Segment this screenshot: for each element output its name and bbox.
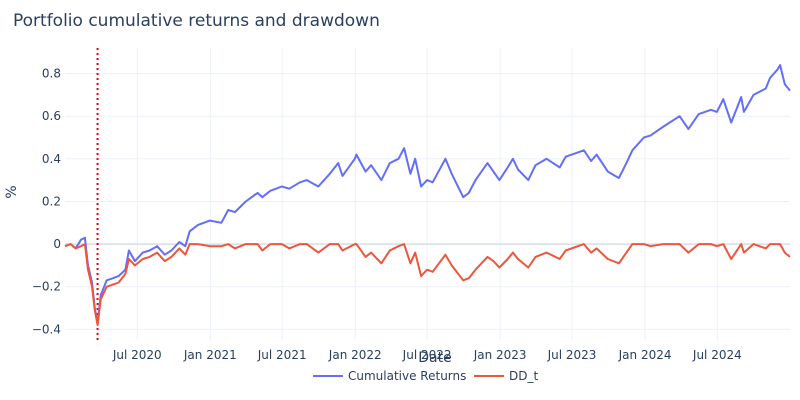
legend[interactable]: Cumulative Returns DD_t <box>313 369 538 383</box>
y-tick-label: 0 <box>53 237 61 251</box>
x-tick-label: Jul 2023 <box>547 348 597 362</box>
x-tick-label: Jan 2023 <box>473 348 527 362</box>
x-axis-title: Date <box>418 350 451 366</box>
x-tick-label: Jul 2021 <box>257 348 307 362</box>
legend-item-dd-t[interactable]: DD_t <box>509 369 538 383</box>
x-tick-label: Jul 2024 <box>692 348 742 362</box>
x-tick-label: Jan 2022 <box>328 348 382 362</box>
x-tick-label: Jul 2020 <box>112 348 162 362</box>
series-lines <box>64 64 791 327</box>
y-tick-label: 0.4 <box>42 152 61 166</box>
x-tick-label: Jan 2021 <box>183 348 237 362</box>
series-line-cumulative-returns[interactable] <box>64 64 791 324</box>
chart-title: Portfolio cumulative returns and drawdow… <box>13 11 380 31</box>
y-tick-labels: −0.4 −0.2 0 0.2 0.4 0.6 0.8 <box>32 67 61 337</box>
y-tick-label: −0.2 <box>32 280 61 294</box>
legend-item-cumulative-returns[interactable]: Cumulative Returns <box>348 369 466 383</box>
x-tick-label: Jan 2024 <box>618 348 672 362</box>
y-tick-label: 0.8 <box>42 67 61 81</box>
x-tick-label: Jul 2022 <box>402 348 452 362</box>
y-tick-label: 0.6 <box>42 109 61 123</box>
series-line-dd-t[interactable] <box>64 243 791 327</box>
y-axis-title: % <box>4 185 20 198</box>
y-tick-label: −0.4 <box>32 322 61 336</box>
x-tick-labels: Jul 2020 Jan 2021 Jul 2021 Jan 2022 Jul 2022… <box>112 348 742 362</box>
y-tick-label: 0.2 <box>42 194 61 208</box>
